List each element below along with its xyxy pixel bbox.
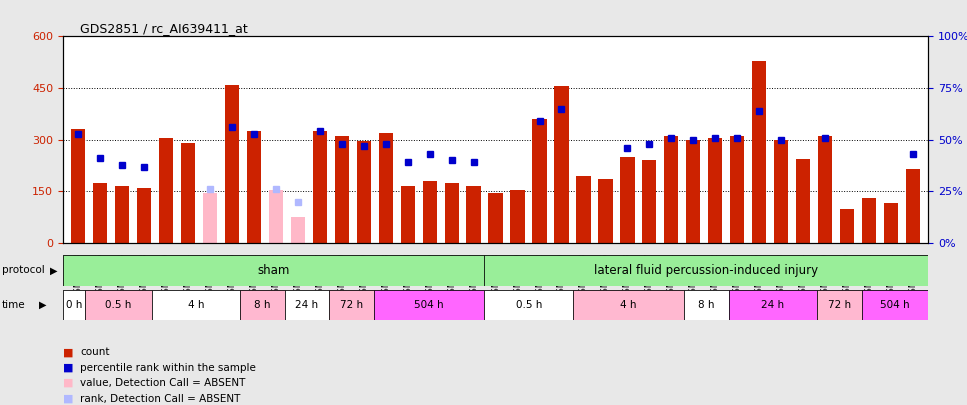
Text: lateral fluid percussion-induced injury: lateral fluid percussion-induced injury [595, 264, 818, 277]
Bar [137, 188, 151, 243]
Bar [284, 290, 329, 320]
Bar [576, 176, 591, 243]
Bar [115, 186, 130, 243]
Bar [247, 131, 261, 243]
Bar [840, 209, 854, 243]
Bar [241, 290, 284, 320]
Bar [906, 169, 920, 243]
Bar [484, 290, 573, 320]
Text: 24 h: 24 h [295, 300, 318, 310]
Text: rank, Detection Call = ABSENT: rank, Detection Call = ABSENT [80, 394, 241, 403]
Text: 72 h: 72 h [339, 300, 363, 310]
Bar [181, 143, 195, 243]
Bar [862, 290, 928, 320]
Text: 504 h: 504 h [880, 300, 910, 310]
Text: 24 h: 24 h [761, 300, 784, 310]
Bar [400, 186, 415, 243]
Bar [730, 136, 745, 243]
Text: time: time [2, 300, 25, 310]
Text: 0.5 h: 0.5 h [105, 300, 132, 310]
Text: ■: ■ [63, 347, 73, 357]
Text: 8 h: 8 h [698, 300, 715, 310]
Text: ■: ■ [63, 363, 73, 373]
Text: 0.5 h: 0.5 h [515, 300, 542, 310]
Text: GDS2851 / rc_AI639411_at: GDS2851 / rc_AI639411_at [80, 22, 248, 35]
Bar [642, 160, 657, 243]
Bar [884, 203, 898, 243]
Bar [484, 255, 928, 286]
Bar [818, 136, 833, 243]
Bar [488, 193, 503, 243]
Bar [685, 290, 728, 320]
Text: protocol: protocol [2, 265, 44, 275]
Bar [687, 140, 700, 243]
Text: ■: ■ [63, 394, 73, 403]
Bar [335, 136, 349, 243]
Text: ■: ■ [63, 378, 73, 388]
Bar [599, 179, 612, 243]
Text: 4 h: 4 h [188, 300, 204, 310]
Bar [85, 290, 152, 320]
Bar [379, 133, 393, 243]
Text: ▶: ▶ [39, 300, 46, 310]
Bar [466, 186, 481, 243]
Bar [63, 290, 85, 320]
Bar [728, 290, 817, 320]
Text: sham: sham [257, 264, 290, 277]
Text: 0 h: 0 h [66, 300, 82, 310]
Bar [72, 130, 85, 243]
Text: 8 h: 8 h [254, 300, 271, 310]
Bar [752, 61, 766, 243]
Bar [664, 136, 679, 243]
Bar [269, 190, 283, 243]
Bar [357, 141, 371, 243]
Bar [620, 157, 634, 243]
Bar [774, 140, 788, 243]
Bar [312, 131, 327, 243]
Text: 4 h: 4 h [621, 300, 637, 310]
Text: percentile rank within the sample: percentile rank within the sample [80, 363, 256, 373]
Bar [225, 85, 239, 243]
Bar [423, 181, 437, 243]
Text: 504 h: 504 h [414, 300, 444, 310]
Text: value, Detection Call = ABSENT: value, Detection Call = ABSENT [80, 378, 246, 388]
Bar [708, 138, 722, 243]
Bar [862, 198, 876, 243]
Bar [93, 183, 107, 243]
Bar [533, 119, 546, 243]
Bar [817, 290, 862, 320]
Bar [63, 255, 484, 286]
Text: count: count [80, 347, 110, 357]
Bar [445, 183, 458, 243]
Text: 72 h: 72 h [828, 300, 851, 310]
Bar [203, 193, 218, 243]
Bar [511, 190, 525, 243]
Bar [329, 290, 373, 320]
Bar [159, 138, 173, 243]
Text: ▶: ▶ [50, 265, 58, 275]
Bar [554, 86, 569, 243]
Bar [373, 290, 484, 320]
Bar [152, 290, 241, 320]
Bar [573, 290, 685, 320]
Bar [796, 159, 810, 243]
Bar [291, 217, 305, 243]
